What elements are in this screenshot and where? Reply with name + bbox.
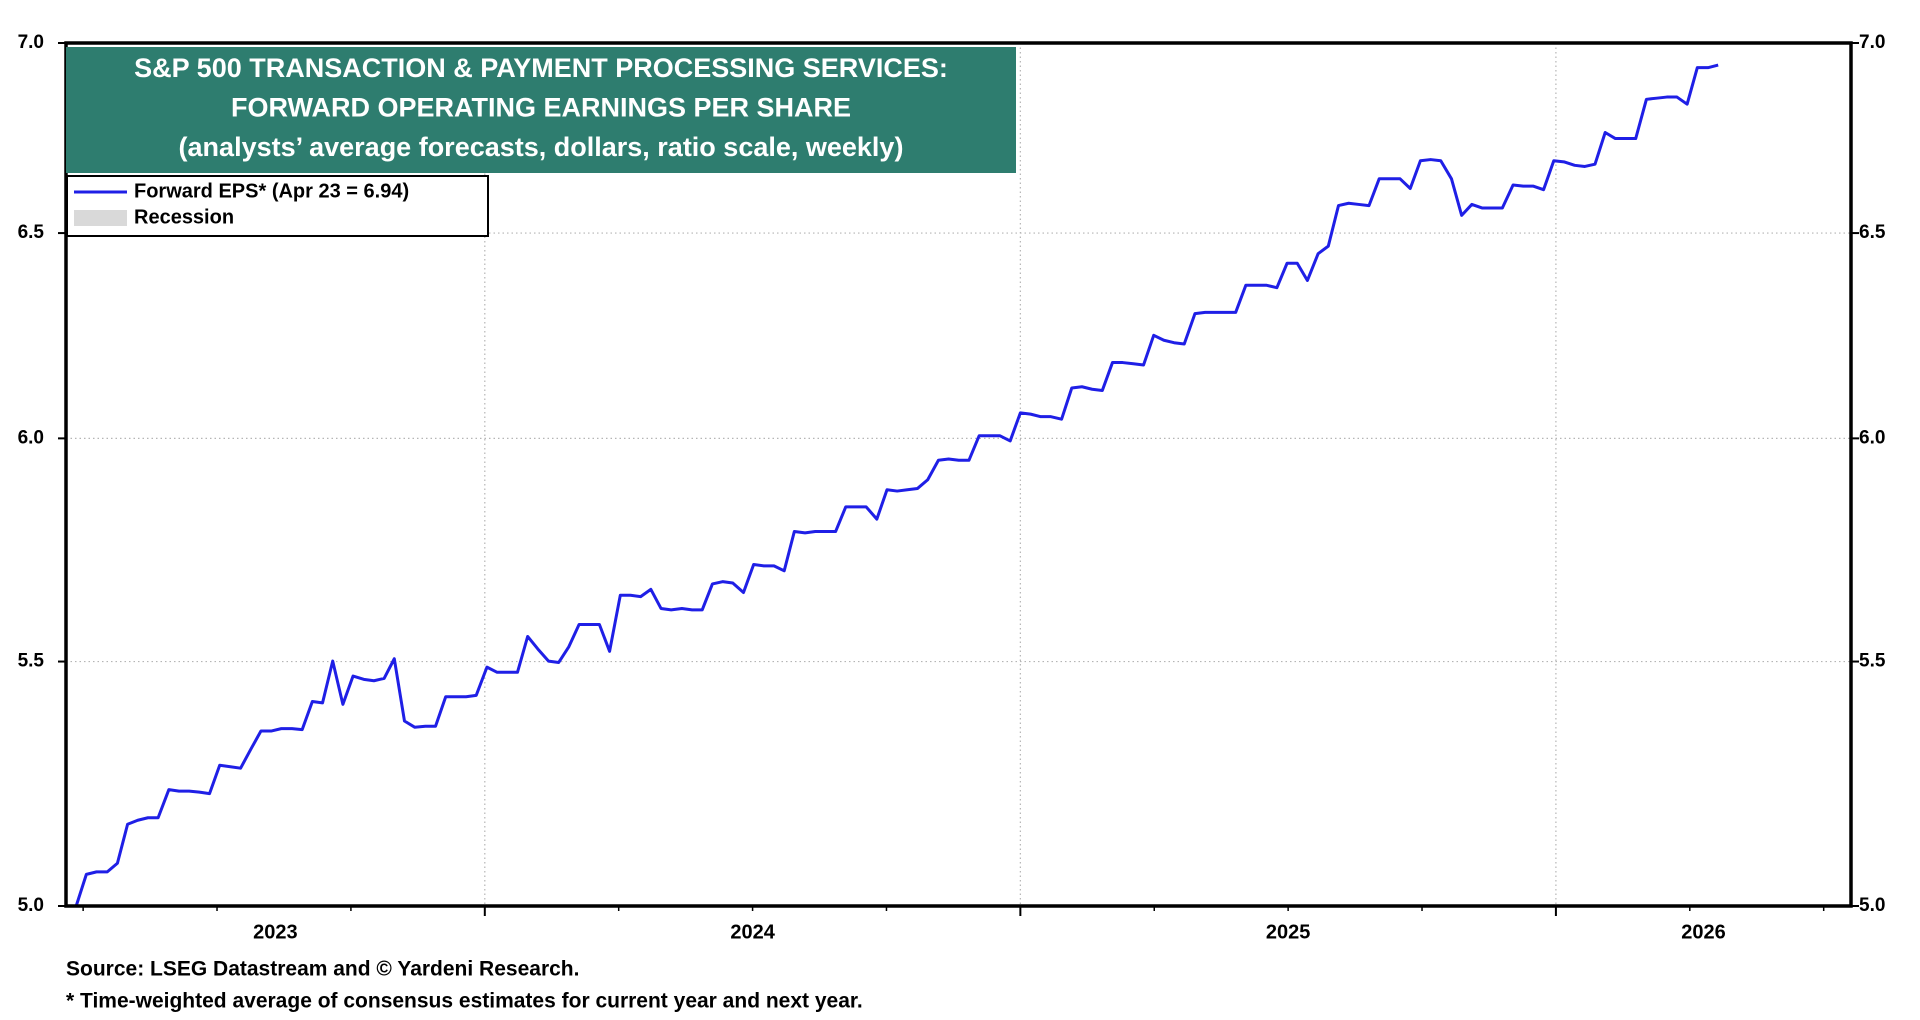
- y-tick-label: 6.0: [18, 427, 44, 448]
- y2-tick-label: 7.0: [1859, 32, 1885, 53]
- x-tick-label: 2024: [730, 921, 775, 943]
- y2-tick-label: 5.0: [1859, 895, 1885, 916]
- x-tick-label: 2025: [1266, 921, 1311, 943]
- plot-frame: [64, 41, 1853, 908]
- legend-label: Recession: [134, 206, 234, 228]
- chart-title: S&P 500 TRANSACTION & PAYMENT PROCESSING…: [134, 53, 948, 83]
- y2-tick-label: 6.0: [1859, 427, 1885, 448]
- y2-tick-label: 5.5: [1859, 651, 1886, 672]
- series-line: [66, 63, 1719, 908]
- x-tick-label: 2023: [253, 921, 298, 943]
- y2-tick-label: 6.5: [1859, 222, 1886, 243]
- footnote: Source: LSEG Datastream and © Yardeni Re…: [66, 958, 579, 981]
- legend-box: [66, 175, 489, 237]
- legend-label: Forward EPS* (Apr 23 = 6.94): [134, 180, 409, 202]
- y-tick-label: 7.0: [18, 32, 44, 53]
- chart-title: FORWARD OPERATING EARNINGS PER SHARE: [231, 93, 851, 123]
- x-tick-label: 2026: [1681, 921, 1726, 943]
- legend-swatch: [74, 210, 127, 226]
- y-tick-label: 6.5: [18, 222, 45, 243]
- y-tick-label: 5.0: [18, 895, 44, 916]
- title-box: [66, 47, 1016, 173]
- footnote: * Time-weighted average of consensus est…: [66, 990, 863, 1013]
- chart-title: (analysts’ average forecasts, dollars, r…: [179, 132, 904, 162]
- y-tick-label: 5.5: [18, 651, 45, 672]
